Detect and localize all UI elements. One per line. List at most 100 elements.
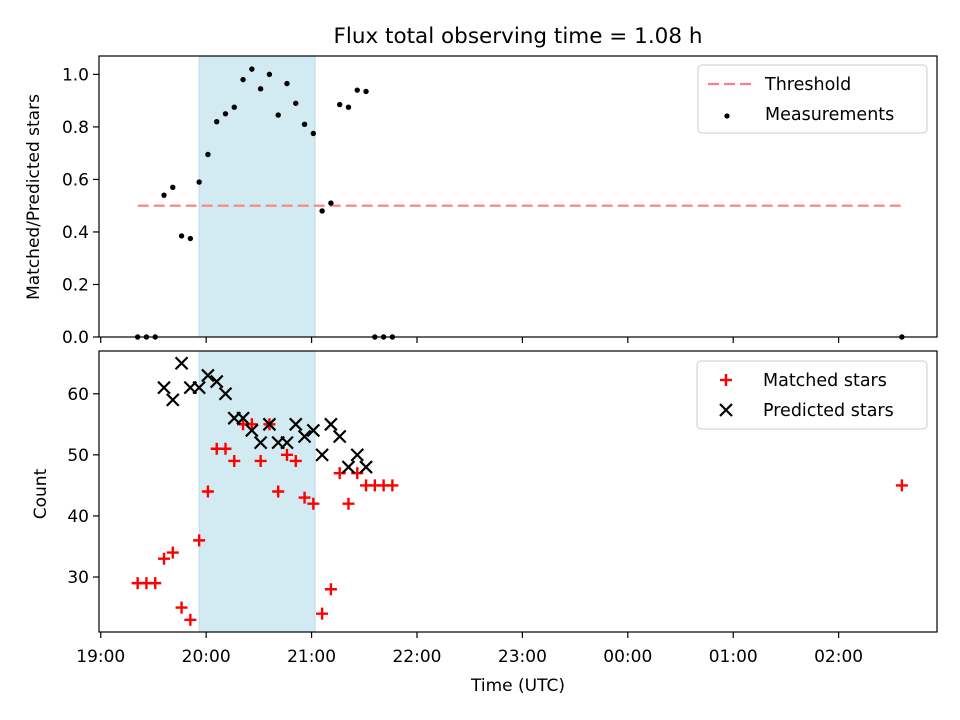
measurement-point [310,130,317,137]
x-tick-label: 01:00 [709,647,758,667]
predicted-legend-label: Predicted stars [763,401,894,421]
measurements-legend-swatch [724,113,730,119]
predicted-star-point [341,460,356,474]
bottom-panel: 30 40 50 60 19:00 20:00 21:00 22:00 23:00 00:00 0… [31,350,938,696]
matched-star-point [201,485,214,498]
top-y-tick-label: 0.6 [62,170,89,190]
top-y-tick-label: 0.8 [62,118,89,138]
measurement-point [275,112,281,118]
predicted-star-point [332,429,347,444]
top-y-tick-label: 0.4 [62,223,89,243]
x-tick-label: 22:00 [392,647,441,667]
matched-star-point [272,485,285,498]
predicted-star-point [359,460,373,474]
x-tick-label: 19:00 [76,647,125,667]
matched-star-point [166,546,179,559]
predicted-star-point [350,448,365,462]
matched-star-point [149,577,162,590]
matched-star-point [895,479,908,492]
top-y-tick-label: 0.0 [62,328,89,348]
predicted-star-point [306,423,321,438]
predicted-star-point [324,417,338,432]
predicted-star-point [262,417,277,432]
measurement-point [354,87,360,93]
matched-star-point [228,454,241,467]
measurement-point [345,104,352,110]
bottom-shaded-span [198,350,316,633]
matched-legend-swatch [720,374,732,386]
bottom-y-tick-label: 30 [67,568,89,588]
x-tick-label: 00:00 [603,647,652,667]
predicted-star-point [166,393,180,407]
measurement-point [178,233,185,239]
matched-star-point [298,491,311,504]
bottom-y-axis-label: Count [31,468,51,519]
measurement-point [240,76,246,83]
matched-star-point [158,552,171,565]
measurements-legend-label: Measurements [765,105,894,125]
predicted-star-point [157,380,171,395]
predicted-star-point [288,417,303,432]
top-y-axis-label: Matched/Predicted stars [24,94,44,300]
matched-star-point [280,448,293,461]
measurement-point [363,88,369,95]
measurement-point [293,100,299,106]
measurement-point [187,235,194,242]
chart-title: Flux total observing time = 1.08 h [334,24,703,49]
predicted-star-point [297,429,312,444]
matched-star-point [342,497,355,510]
x-tick-label: 23:00 [498,647,547,667]
top-y-tick-label: 0.2 [62,275,89,295]
predicted-star-point [245,423,259,438]
matched-star-point [175,601,188,614]
bottom-y-tick-label: 50 [67,446,89,466]
top-plot-frame [98,55,938,338]
matched-star-point [193,534,206,547]
matched-star-point [386,479,399,492]
threshold-legend-label: Threshold [764,75,851,95]
bottom-y-tick-label: 40 [67,507,89,527]
measurement-point [205,151,211,158]
x-tick-label: 02:00 [814,647,863,667]
measurement-point [266,71,273,78]
top-shaded-span [198,55,316,338]
matched-star-point [254,454,267,467]
measurement-point [328,200,334,206]
top-y-tick-label: 1.0 [62,65,89,85]
predicted-star-point [253,435,268,450]
bottom-plot-frame [98,350,938,633]
predicted-star-point [209,374,224,389]
measurement-point [222,111,229,117]
matched-star-point [316,607,329,620]
measurement-point [161,192,167,198]
predicted-star-point [201,368,215,383]
measurement-point [319,208,325,214]
x-axis-label: Time (UTC) [470,676,565,696]
measurement-point [170,184,176,191]
matched-star-point [324,583,337,596]
measurement-point [249,66,255,72]
measurement-point [336,101,343,108]
predicted-star-point [280,435,294,450]
matched-star-point [184,613,197,626]
bottom-legend-box [696,360,928,430]
top-panel: 0.0 0.2 0.4 0.6 0.8 1.0 Matched/Predicted sta… [24,55,938,348]
matched-star-point [289,454,302,467]
top-legend-box [697,64,928,134]
bottom-y-tick-label: 60 [67,385,89,405]
predicted-star-point [218,386,233,401]
measurement-point [231,104,237,110]
matched-star-point [307,497,320,510]
measurement-point [214,118,220,125]
matched-star-point [219,442,232,455]
measurement-point [301,121,308,127]
measurement-point [284,80,290,87]
measurement-point [257,86,264,92]
bottom-legend: Matched stars Predicted stars [696,360,928,430]
x-tick-label: 20:00 [182,647,231,667]
predicted-star-point [192,380,206,395]
predicted-star-point [315,448,329,462]
predicted-star-point [174,356,189,370]
predicted-legend-swatch [719,403,733,417]
